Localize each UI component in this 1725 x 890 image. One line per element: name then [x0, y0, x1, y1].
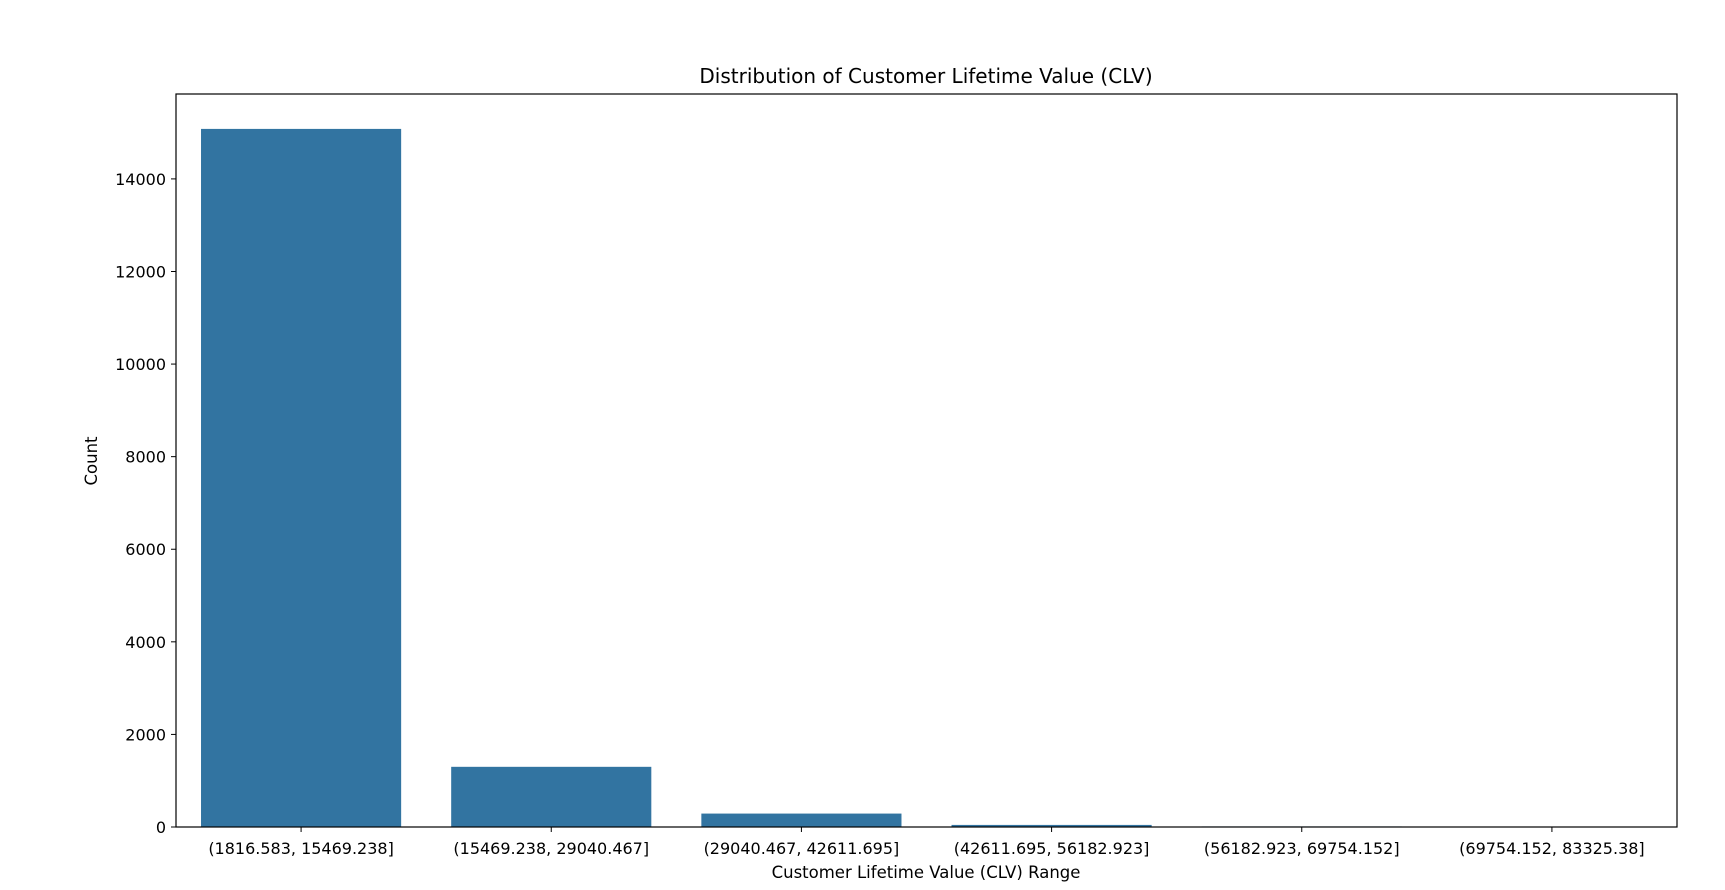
bar: [201, 128, 402, 827]
y-axis-title: Count: [82, 436, 101, 486]
y-tick-label: 2000: [125, 725, 166, 744]
x-tick-label: (42611.695, 56182.923]: [954, 839, 1150, 858]
x-axis: (1816.583, 15469.238] (15469.238, 29040.4…: [208, 827, 1645, 858]
y-tick-label: 14000: [115, 170, 166, 189]
bar: [951, 824, 1152, 827]
y-tick-label: 0: [156, 818, 166, 837]
bar: [451, 766, 652, 827]
x-axis-title: Customer Lifetime Value (CLV) Range: [772, 863, 1081, 882]
y-tick-label: 12000: [115, 262, 166, 281]
y-tick-label: 6000: [125, 540, 166, 559]
y-axis: 0 2000 4000 6000 8000 10000 12000 14000: [115, 170, 176, 837]
bar: [701, 813, 902, 827]
x-tick-label: (69754.152, 83325.38]: [1459, 839, 1645, 858]
x-tick-label: (15469.238, 29040.467]: [453, 839, 649, 858]
bars-layer: [201, 128, 1652, 827]
y-tick-label: 8000: [125, 448, 166, 467]
x-tick-label: (56182.923, 69754.152]: [1204, 839, 1400, 858]
x-tick-label: (29040.467, 42611.695]: [704, 839, 900, 858]
y-tick-label: 10000: [115, 355, 166, 374]
chart-title: Distribution of Customer Lifetime Value …: [699, 64, 1152, 88]
plot-area-frame: [175, 93, 1678, 828]
y-tick-label: 4000: [125, 633, 166, 652]
x-tick-label: (1816.583, 15469.238]: [208, 839, 394, 858]
